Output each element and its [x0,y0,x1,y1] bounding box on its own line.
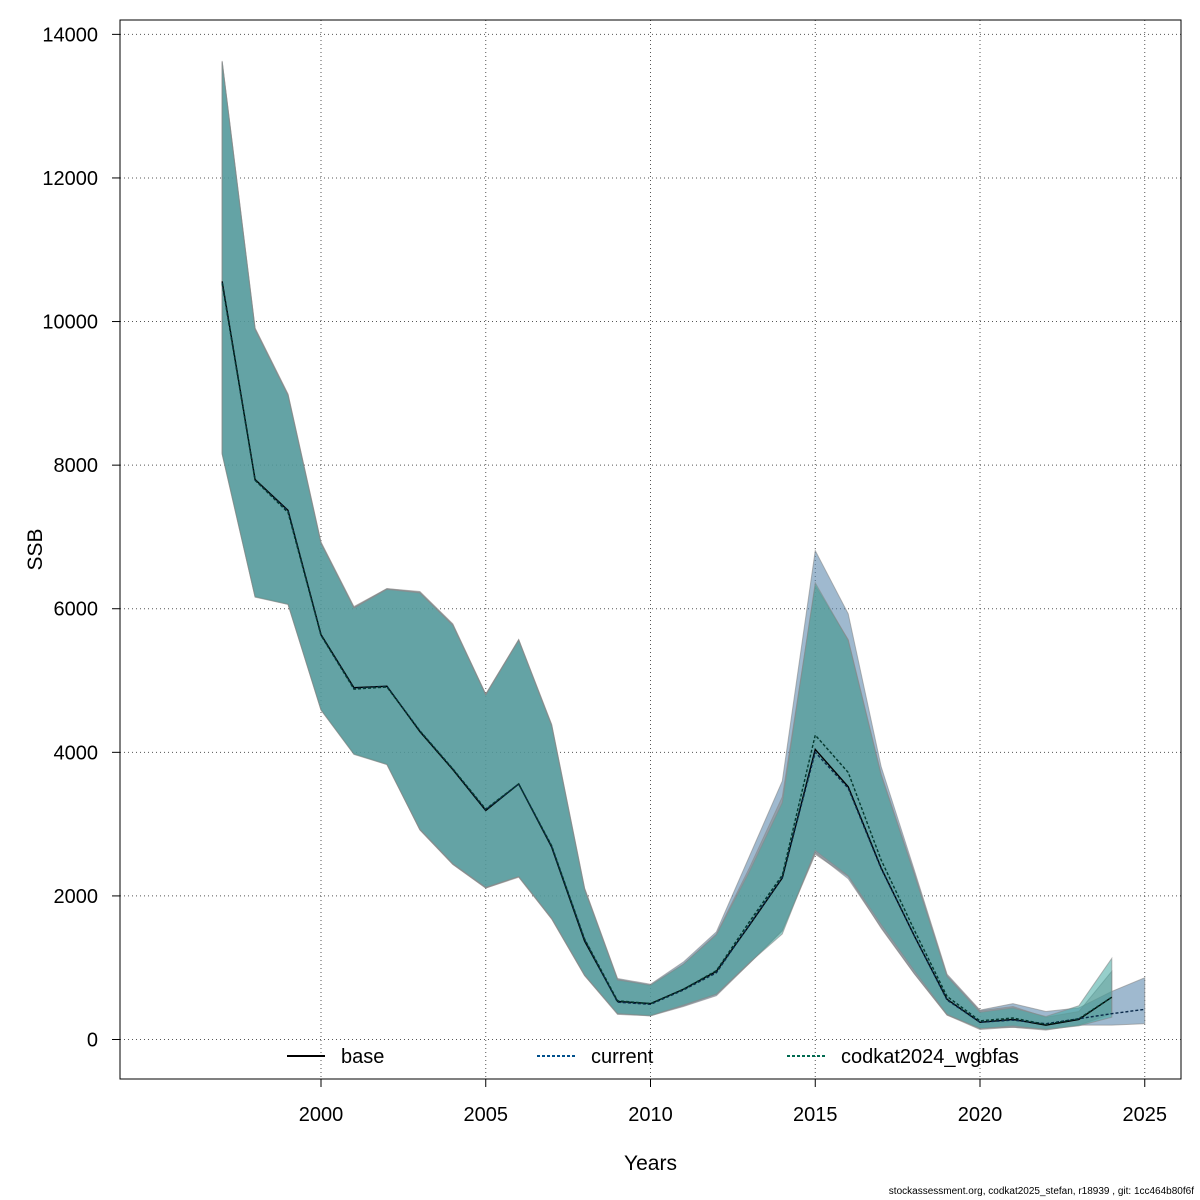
y-axis: 0 2000 4000 6000 8000 10000 12000 14000 [42,24,121,1052]
x-tick-label-2015: 2015 [793,1104,838,1126]
series-lines [221,281,1145,1026]
y-tick-label-14000: 14000 [42,24,98,46]
x-tick-label-2005: 2005 [463,1104,508,1126]
legend-label-current: current [591,1046,654,1068]
y-tick-label-12000: 12000 [42,168,98,190]
footer-credit: stockassessment.org, codkat2025_stefan, … [888,1186,1194,1197]
y-axis-title: SSB [24,528,47,570]
y-tick-label-6000: 6000 [54,599,99,621]
line-codkat2024_wgbfas [221,283,1113,1026]
y-tick-label-10000: 10000 [42,312,98,334]
x-axis-title: Years [624,1152,677,1175]
y-tick-label-2000: 2000 [54,886,99,908]
grid [120,20,1181,1079]
x-tick-label-2000: 2000 [299,1104,344,1126]
x-tick-label-2010: 2010 [628,1104,673,1126]
x-axis: 2000 2005 2010 2015 2020 2025 [299,1078,1168,1126]
x-tick-label-2020: 2020 [958,1104,1003,1126]
legend-label-base: base [341,1046,384,1068]
band-codkat2024_wgbfas [221,62,1113,1030]
legend: base current codkat2024_wgbfas [287,1046,1019,1068]
legend-label-codkat2024_wgbfas: codkat2024_wgbfas [841,1046,1019,1068]
y-tick-label-4000: 4000 [54,742,99,764]
y-tick-label-8000: 8000 [54,455,99,477]
y-tick-label-0: 0 [87,1030,98,1052]
x-tick-label-2025: 2025 [1123,1104,1168,1126]
